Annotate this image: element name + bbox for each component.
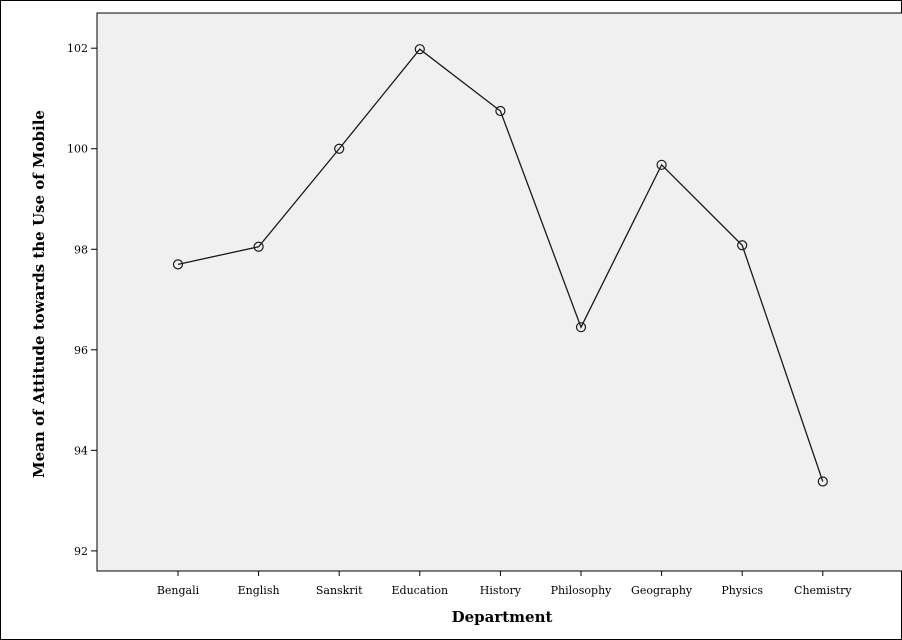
data-point-chemistry: [817, 476, 828, 487]
x-tick-label-bengali: Bengali: [157, 584, 200, 597]
x-tick-label-philosophy: Philosophy: [551, 584, 613, 597]
x-axis-title: Department: [452, 608, 553, 626]
y-tick-label: 98: [74, 243, 88, 256]
data-point-education: [414, 44, 425, 55]
y-axis: 92 94 96 98 100 102: [67, 42, 97, 558]
data-point-english: [253, 241, 264, 252]
data-point-philosophy: [575, 322, 587, 333]
x-tick-label-geography: Geography: [631, 584, 693, 597]
plot-area: [96, 12, 902, 572]
data-point-physics: [737, 240, 748, 251]
data-points: [172, 44, 828, 487]
x-tick-label-physics: Physics: [721, 584, 763, 597]
data-point-sanskrit: [334, 143, 345, 154]
x-tick-label-sanskrit: Sanskrit: [316, 584, 363, 597]
y-tick-label: 92: [74, 545, 88, 558]
x-tick-label-education: Education: [392, 584, 449, 597]
y-tick-label: 102: [67, 42, 88, 55]
y-axis-title: Mean of Attitude towards the Use of Mobi…: [30, 110, 48, 478]
x-tick-label-history: History: [480, 584, 522, 597]
data-point-geography: [656, 159, 667, 170]
data-point-bengali: [172, 259, 184, 270]
x-axis: Bengali English Sanskrit Education History Ph…: [157, 571, 852, 597]
y-tick-label: 96: [74, 344, 88, 357]
y-tick-label: 94: [74, 444, 88, 457]
series-line: [177, 48, 824, 482]
x-tick-label-english: English: [238, 584, 280, 597]
x-tick-label-chemistry: Chemistry: [794, 584, 852, 597]
data-point-history: [495, 105, 506, 117]
y-tick-label: 100: [67, 143, 88, 156]
